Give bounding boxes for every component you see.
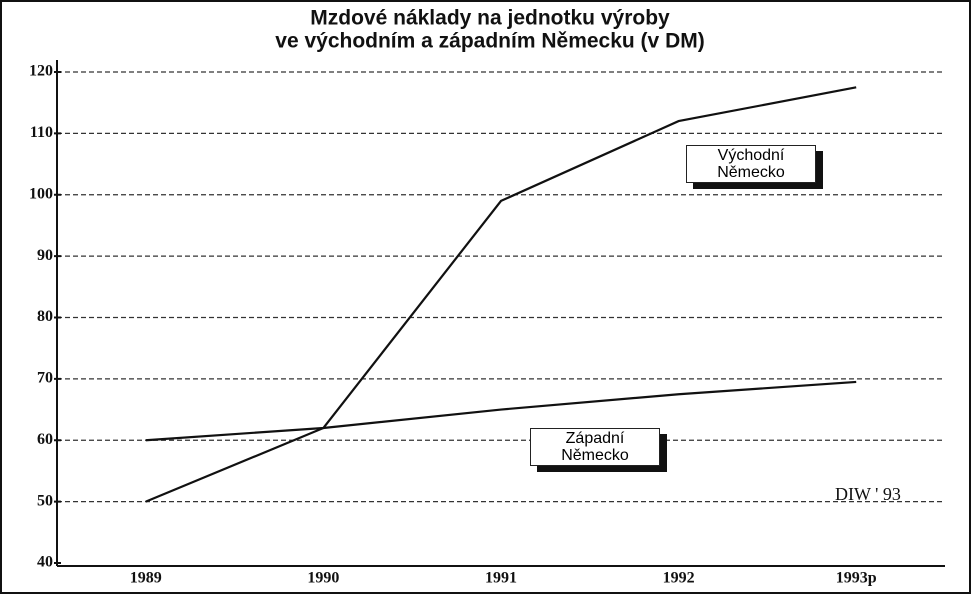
legend-label: Západní Německo — [530, 428, 660, 466]
y-tick-label: 120 — [29, 63, 53, 80]
chart-title: ve východním a západním Německu (v DM) — [275, 30, 704, 53]
chart-title: Mzdové náklady na jednotku výroby — [310, 7, 670, 30]
y-tick-label: 100 — [29, 185, 53, 202]
x-tick-label: 1992 — [663, 570, 695, 587]
x-tick-label: 1989 — [130, 570, 162, 587]
y-tick-label: 90 — [37, 247, 53, 264]
line — [145, 380, 857, 442]
y-tick-label: 110 — [30, 124, 53, 141]
x-tick-label: 1991 — [485, 570, 517, 587]
annotation: DIW ' 93 — [835, 484, 901, 504]
y-tick-label: 40 — [37, 554, 53, 571]
y-tick-label: 50 — [37, 492, 53, 509]
legend-label: Východní Německo — [686, 145, 816, 183]
x-tick-label: 1990 — [307, 570, 339, 587]
line — [145, 86, 857, 503]
y-tick-label: 60 — [37, 431, 53, 448]
x-tick-label: 1993p — [836, 570, 877, 587]
y-tick-label: 80 — [37, 308, 53, 325]
y-tick-label: 70 — [37, 370, 53, 387]
